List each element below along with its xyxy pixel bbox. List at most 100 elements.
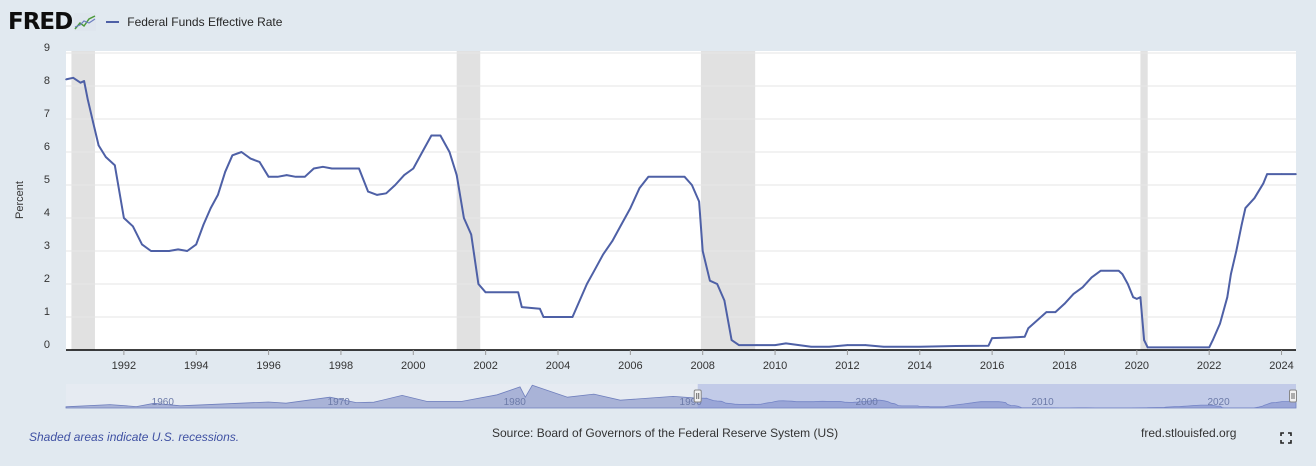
x-tick-label: 2012 [835, 360, 859, 372]
fred-logo[interactable]: FRED [8, 9, 73, 35]
data-point [340, 167, 342, 170]
data-point [97, 144, 100, 147]
data-point [593, 270, 595, 272]
x-axis-ticks: 1992 1994 1996 1998 2000 2002 2004 2006 2008 2010… [112, 350, 1294, 372]
legend[interactable]: Federal Funds Effective Rate [106, 15, 282, 29]
data-point [716, 283, 718, 285]
data-point [358, 167, 360, 170]
x-tick-label: 2004 [546, 360, 570, 372]
y-tick-label: 6 [44, 141, 50, 153]
chart-header: FRED Federal Funds Effective Rate [8, 8, 282, 36]
data-point [114, 164, 116, 166]
data-point [477, 283, 480, 285]
data-point [620, 223, 623, 226]
data-point [1219, 322, 1221, 325]
y-tick-label: 1 [44, 306, 50, 318]
navigator-selection[interactable] [697, 384, 1296, 408]
data-point [385, 192, 387, 195]
data-point [578, 299, 581, 302]
data-point [349, 167, 351, 170]
x-tick-label: 2014 [908, 360, 932, 372]
fullscreen-icon[interactable] [1280, 432, 1292, 444]
data-point [313, 167, 315, 170]
time-navigator[interactable]: 1960 1970 1980 1990 2000 2010 2020 [65, 384, 1297, 409]
data-point [1045, 311, 1048, 313]
data-point [955, 345, 957, 347]
data-point [470, 233, 472, 236]
data-point [258, 161, 261, 163]
data-point [1136, 298, 1138, 300]
data-point [217, 194, 219, 196]
data-point [629, 207, 632, 209]
data-point [331, 167, 333, 170]
data-point [168, 250, 170, 252]
data-point [83, 80, 85, 82]
data-point [1036, 319, 1039, 322]
recession-bands [71, 51, 1148, 350]
data-point [1009, 336, 1012, 339]
data-point [647, 175, 650, 178]
data-point [421, 151, 424, 153]
fred-url-link[interactable]: fred.stlouisfed.org [1141, 426, 1237, 440]
data-point [267, 175, 270, 178]
x-tick-label: 2020 [1125, 360, 1149, 372]
navigator-handle-left[interactable] [693, 389, 702, 403]
handle-grip[interactable] [1289, 389, 1297, 403]
data-point [1027, 327, 1030, 330]
y-tick-label: 9 [44, 42, 50, 54]
y-tick-label: 3 [44, 240, 50, 252]
data-point [1208, 346, 1210, 349]
data-point [104, 156, 107, 158]
data-point [249, 157, 252, 160]
legend-label: Federal Funds Effective Rate [127, 15, 283, 29]
data-point [285, 174, 288, 176]
y-tick-label: 7 [44, 108, 50, 120]
recession-note[interactable]: Shaded areas indicate U.S. recessions. [29, 430, 240, 444]
data-point [1090, 276, 1093, 279]
data-point [1081, 286, 1084, 289]
data-point [756, 344, 758, 346]
navigator-label: 1960 [152, 397, 175, 408]
data-point [224, 171, 226, 173]
data-point [918, 345, 921, 348]
data-point [738, 344, 740, 346]
data-point [638, 187, 641, 190]
data-point [785, 342, 787, 345]
data-point [723, 299, 726, 302]
data-point [1211, 339, 1214, 341]
handle-grip[interactable] [693, 389, 702, 403]
data-point [484, 291, 487, 294]
data-point [1121, 273, 1124, 275]
data-point [1295, 173, 1297, 175]
data-point [79, 81, 82, 84]
x-tick-label: 2018 [1052, 360, 1076, 372]
data-point [439, 134, 442, 137]
navigator-label: 1970 [328, 397, 351, 408]
data-point [303, 175, 306, 178]
data-point [571, 316, 574, 318]
recession-band [700, 51, 756, 350]
data-point [846, 344, 849, 346]
data-point [683, 175, 686, 178]
data-point [141, 243, 143, 246]
x-tick-label: 2016 [980, 360, 1004, 372]
data-point [430, 134, 433, 137]
data-point [276, 175, 279, 178]
data-point [65, 78, 67, 81]
data-point [1262, 182, 1265, 185]
data-point [72, 76, 75, 79]
y-tick-label: 4 [44, 207, 50, 219]
data-point [123, 217, 125, 219]
navigator-label: 1990 [680, 397, 703, 408]
data-point [1132, 296, 1135, 299]
navigator-handle-right[interactable] [1289, 389, 1297, 403]
chart[interactable]: 0 1 2 3 4 5 6 7 8 9 1992 1994 1996 1998 2000 2002 2004 2… [0, 0, 1316, 420]
data-point [1023, 336, 1026, 338]
navigator-area [65, 384, 1297, 409]
data-point [502, 291, 505, 294]
series-layer[interactable] [65, 76, 1297, 349]
data-point [186, 250, 188, 252]
y-axis-ticks: 0 1 2 3 4 5 6 7 8 9 [44, 42, 50, 351]
data-point [240, 151, 243, 153]
data-point [691, 184, 693, 186]
